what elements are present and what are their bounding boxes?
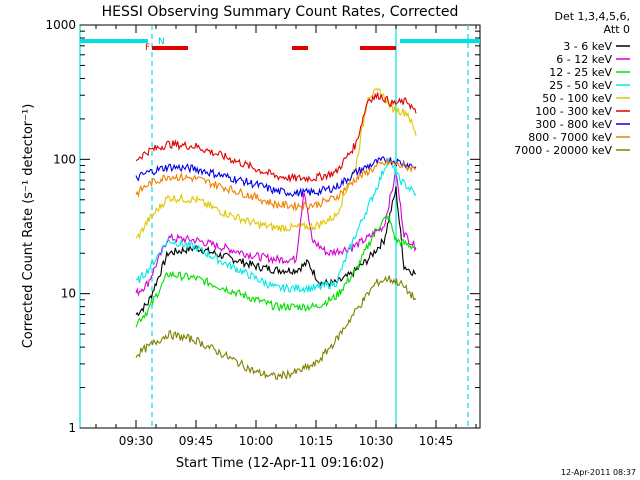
x-axis-label: Start Time (12-Apr-11 09:16:02) [176, 456, 384, 471]
legend-header-line-2: Att 0 [604, 23, 630, 36]
series-line-300-800-keV [135, 156, 417, 198]
legend-label: 25 - 50 keV [549, 79, 612, 92]
x-tick-label: 10:45 [419, 434, 454, 448]
series-line-7000-20000-keV [135, 275, 417, 380]
y-tick-label: 10 [61, 287, 76, 301]
y-tick-label: 1 [68, 421, 76, 435]
legend-label: 12 - 25 keV [549, 66, 612, 79]
y-axis-label: Corrected Count Rate (s⁻¹ detector⁻¹) [21, 104, 36, 349]
timestamp: 12-Apr-2011 08:37 [561, 468, 636, 477]
legend-label: 7000 - 20000 keV [514, 144, 612, 157]
legend-label: 3 - 6 keV [563, 40, 612, 53]
x-tick-label: 10:15 [299, 434, 334, 448]
flag-n-label: N [158, 37, 165, 47]
legend-label: 100 - 300 keV [535, 105, 612, 118]
series-line-6-12-keV [135, 173, 417, 297]
series-line-25-50-keV [135, 157, 417, 294]
series-layer [135, 87, 417, 380]
x-tick-label: 10:00 [239, 434, 274, 448]
flag-f-label: F [145, 43, 150, 53]
x-tick-label: 10:30 [359, 434, 394, 448]
y-tick-label: 100 [53, 152, 76, 166]
y-axis: 1 10 100 1000 [45, 18, 480, 435]
series-line-100-300-keV [135, 92, 417, 184]
flag-bars [80, 39, 480, 50]
legend-label: 300 - 800 keV [535, 118, 612, 131]
series-line-3-6-keV [135, 186, 417, 317]
x-tick-label: 09:30 [119, 434, 154, 448]
legend-header-line-1: Det 1,3,4,5,6, [554, 10, 630, 23]
vertical-markers [79, 25, 469, 428]
chart-title: HESSI Observing Summary Count Rates, Cor… [102, 4, 459, 20]
x-tick-label: 09:45 [179, 434, 214, 448]
series-line-12-25-keV [135, 214, 417, 328]
series-line-800-7000-keV [135, 157, 417, 212]
y-tick-label: 1000 [45, 18, 76, 32]
series-line-50-100-keV [135, 87, 417, 240]
legend-label: 6 - 12 keV [556, 53, 612, 66]
legend-label: 50 - 100 keV [542, 92, 612, 105]
legend-label: 800 - 7000 keV [528, 131, 612, 144]
x-axis: 09:30 09:45 10:00 10:15 10:30 10:45 [95, 25, 477, 448]
